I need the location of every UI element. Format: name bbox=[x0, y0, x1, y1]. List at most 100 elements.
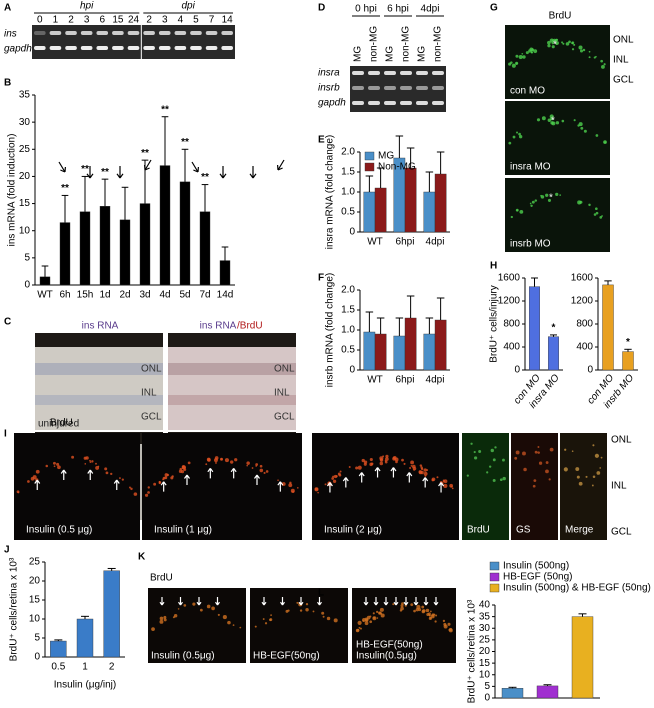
cell-signal bbox=[224, 458, 229, 463]
y-tick-label: 5 bbox=[484, 681, 490, 692]
gel-band bbox=[416, 86, 428, 90]
cell-signal bbox=[568, 40, 571, 44]
gel-band bbox=[127, 46, 140, 50]
cell-signal bbox=[443, 479, 448, 484]
cell-signal bbox=[515, 450, 520, 455]
cell-signal bbox=[57, 465, 61, 470]
cell-signal bbox=[588, 203, 591, 207]
arrow bbox=[373, 597, 379, 606]
arrow bbox=[298, 597, 304, 606]
cell-signal bbox=[379, 607, 384, 612]
retina-layer bbox=[35, 363, 163, 375]
label: Insulin (2 μg) bbox=[324, 525, 382, 536]
label: 14 bbox=[222, 15, 234, 26]
cell-signal bbox=[421, 605, 425, 609]
cell-signal bbox=[375, 610, 379, 613]
cell-signal bbox=[362, 617, 366, 622]
cell-signal bbox=[53, 465, 56, 468]
cell-signal bbox=[251, 467, 254, 469]
cell-signal bbox=[384, 460, 388, 464]
cell-signal bbox=[220, 457, 224, 461]
cell-signal bbox=[378, 611, 381, 615]
gel-band bbox=[368, 71, 380, 75]
label: ins RNA bbox=[82, 321, 119, 332]
cell-signal bbox=[159, 616, 164, 621]
x-tick-label: 2d bbox=[119, 290, 130, 301]
cell-signal bbox=[339, 470, 342, 473]
y-tick-label: 1200 bbox=[571, 296, 594, 307]
x-tick-label: 1 bbox=[82, 662, 88, 673]
x-tick-label: 1d bbox=[99, 290, 110, 301]
bar bbox=[39, 276, 51, 286]
label: Insulin (0.5μg) bbox=[151, 651, 215, 662]
x-tick-label: 6hpi bbox=[396, 375, 415, 386]
cell-signal bbox=[401, 602, 404, 606]
arrow bbox=[113, 479, 120, 490]
y-tick-label: 20 bbox=[19, 171, 31, 182]
cell-signal bbox=[270, 614, 272, 616]
gel-band bbox=[221, 31, 233, 35]
label: 5 bbox=[193, 15, 199, 26]
retina-layer bbox=[168, 395, 296, 405]
image bbox=[312, 433, 459, 540]
bar bbox=[50, 640, 67, 658]
label: * bbox=[553, 40, 557, 51]
y-tick-label: 0 bbox=[34, 652, 40, 663]
cell-signal bbox=[164, 473, 169, 477]
cell-signal bbox=[365, 618, 369, 623]
cell-signal bbox=[179, 467, 183, 471]
cell-signal bbox=[259, 464, 263, 468]
cell-signal bbox=[419, 464, 423, 467]
cell-signal bbox=[594, 207, 598, 211]
y-tick-label: 5 bbox=[24, 252, 30, 263]
y-tick-label: 0.5 bbox=[341, 345, 355, 356]
cell-signal bbox=[578, 481, 583, 486]
cell-signal bbox=[376, 617, 379, 619]
cell-signal bbox=[436, 476, 439, 479]
bar bbox=[423, 191, 436, 233]
arrow bbox=[403, 597, 409, 606]
label: 3 bbox=[84, 15, 90, 26]
arrow bbox=[207, 467, 214, 479]
cell-signal bbox=[121, 478, 124, 481]
y-tick-label: 2.0 bbox=[341, 285, 355, 296]
cell-signal bbox=[422, 609, 426, 613]
bar bbox=[99, 206, 111, 286]
gel-band bbox=[112, 31, 124, 35]
gel-band bbox=[143, 46, 155, 50]
bar bbox=[622, 351, 634, 371]
cell-signal bbox=[508, 141, 512, 145]
cell-signal bbox=[466, 474, 469, 477]
cell-signal bbox=[83, 456, 87, 460]
cell-signal bbox=[582, 48, 586, 52]
label: ins bbox=[4, 29, 17, 40]
cell-signal bbox=[187, 461, 191, 465]
cell-signal bbox=[288, 483, 293, 488]
gel-band bbox=[432, 86, 444, 90]
cell-signal bbox=[563, 467, 568, 472]
label: 24 bbox=[128, 15, 140, 26]
cell-signal bbox=[255, 463, 259, 466]
cell-signal bbox=[577, 200, 582, 205]
arrow bbox=[261, 597, 267, 606]
cell-signal bbox=[564, 448, 567, 451]
arrow bbox=[34, 479, 41, 490]
gel-band bbox=[127, 31, 140, 35]
arrow bbox=[406, 472, 413, 483]
cell-signal bbox=[525, 51, 529, 55]
cell-signal bbox=[512, 135, 516, 139]
y-tick-label: 30 bbox=[19, 117, 31, 128]
cell-signal bbox=[423, 468, 427, 472]
cell-signal bbox=[312, 610, 315, 613]
cell-signal bbox=[317, 491, 319, 494]
label: GCL bbox=[274, 412, 295, 423]
cell-signal bbox=[239, 626, 242, 629]
y-tick-label: 25 bbox=[19, 144, 31, 155]
cell-signal bbox=[426, 612, 430, 617]
cell-signal bbox=[429, 617, 432, 619]
arrow bbox=[58, 161, 66, 173]
panel-letter: E bbox=[318, 135, 325, 146]
cell-signal bbox=[502, 458, 505, 462]
arrow bbox=[423, 597, 429, 606]
x-tick-label: 0.5 bbox=[51, 662, 65, 673]
